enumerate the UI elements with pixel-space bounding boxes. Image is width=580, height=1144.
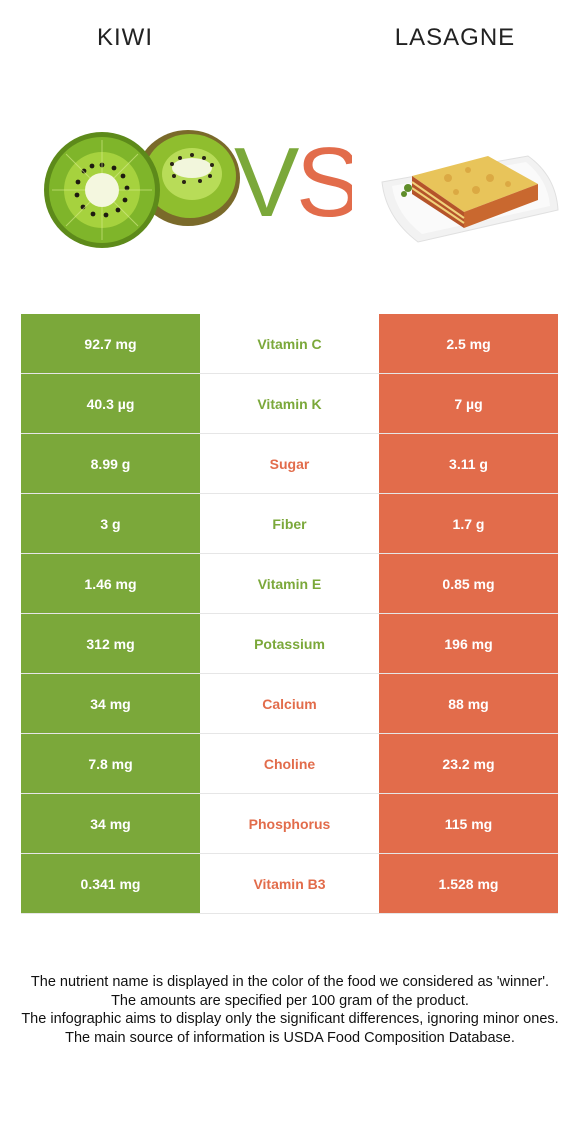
nutrient-name: Vitamin E	[200, 554, 379, 613]
right-value: 1.7 g	[379, 494, 558, 553]
vs-s-letter: S	[296, 128, 352, 228]
right-value: 2.5 mg	[379, 314, 558, 373]
left-value: 7.8 mg	[21, 734, 200, 793]
footer-line-aim: The infographic aims to display only the…	[21, 1011, 559, 1027]
right-value: 1.528 mg	[379, 854, 558, 913]
right-food-title: LASAGNE	[394, 24, 516, 51]
nutrient-name: Phosphorus	[200, 794, 379, 853]
nutrient-name: Fiber	[200, 494, 379, 553]
footer-line-winner: The nutrient name is displayed in the co…	[30, 974, 550, 990]
lasagne-image	[381, 155, 559, 243]
nutrient-name: Vitamin B3	[200, 854, 379, 913]
right-value: 88 mg	[379, 674, 558, 733]
nutrient-name: Vitamin K	[200, 374, 379, 433]
vs-mark: V S	[234, 128, 352, 228]
nutrient-name: Calcium	[200, 674, 379, 733]
left-food-title: KIWI	[97, 24, 153, 51]
footer-line-amounts: The amounts are specified per 100 gram o…	[111, 992, 469, 1009]
table-row: 8.99 g Sugar 3.11 g	[21, 434, 558, 494]
table-row: 34 mg Calcium 88 mg	[21, 674, 558, 734]
footer-notes: The nutrient name is displayed in the co…	[16, 973, 564, 1047]
nutrient-name: Vitamin C	[200, 314, 379, 373]
left-value: 1.46 mg	[21, 554, 200, 613]
right-value: 7 µg	[379, 374, 558, 433]
nutrient-name: Sugar	[200, 434, 379, 493]
left-value: 8.99 g	[21, 434, 200, 493]
right-value: 196 mg	[379, 614, 558, 673]
table-row: 3 g Fiber 1.7 g	[21, 494, 558, 554]
table-row: 1.46 mg Vitamin E 0.85 mg	[21, 554, 558, 614]
table-row: 92.7 mg Vitamin C 2.5 mg	[21, 314, 558, 374]
right-value: 23.2 mg	[379, 734, 558, 793]
left-value: 34 mg	[21, 674, 200, 733]
nutrient-name: Potassium	[200, 614, 379, 673]
right-value: 0.85 mg	[379, 554, 558, 613]
nutrient-name: Choline	[200, 734, 379, 793]
left-value: 34 mg	[21, 794, 200, 853]
kiwi-image	[44, 130, 240, 248]
footer-line-source: The main source of information is USDA F…	[65, 1029, 515, 1046]
right-value: 3.11 g	[379, 434, 558, 493]
vs-v-letter: V	[234, 128, 299, 228]
right-value: 115 mg	[379, 794, 558, 853]
table-row: 0.341 mg Vitamin B3 1.528 mg	[21, 854, 558, 914]
left-value: 92.7 mg	[21, 314, 200, 373]
left-value: 312 mg	[21, 614, 200, 673]
left-value: 3 g	[21, 494, 200, 553]
table-row: 34 mg Phosphorus 115 mg	[21, 794, 558, 854]
left-value: 0.341 mg	[21, 854, 200, 913]
left-value: 40.3 µg	[21, 374, 200, 433]
table-row: 7.8 mg Choline 23.2 mg	[21, 734, 558, 794]
table-row: 312 mg Potassium 196 mg	[21, 614, 558, 674]
